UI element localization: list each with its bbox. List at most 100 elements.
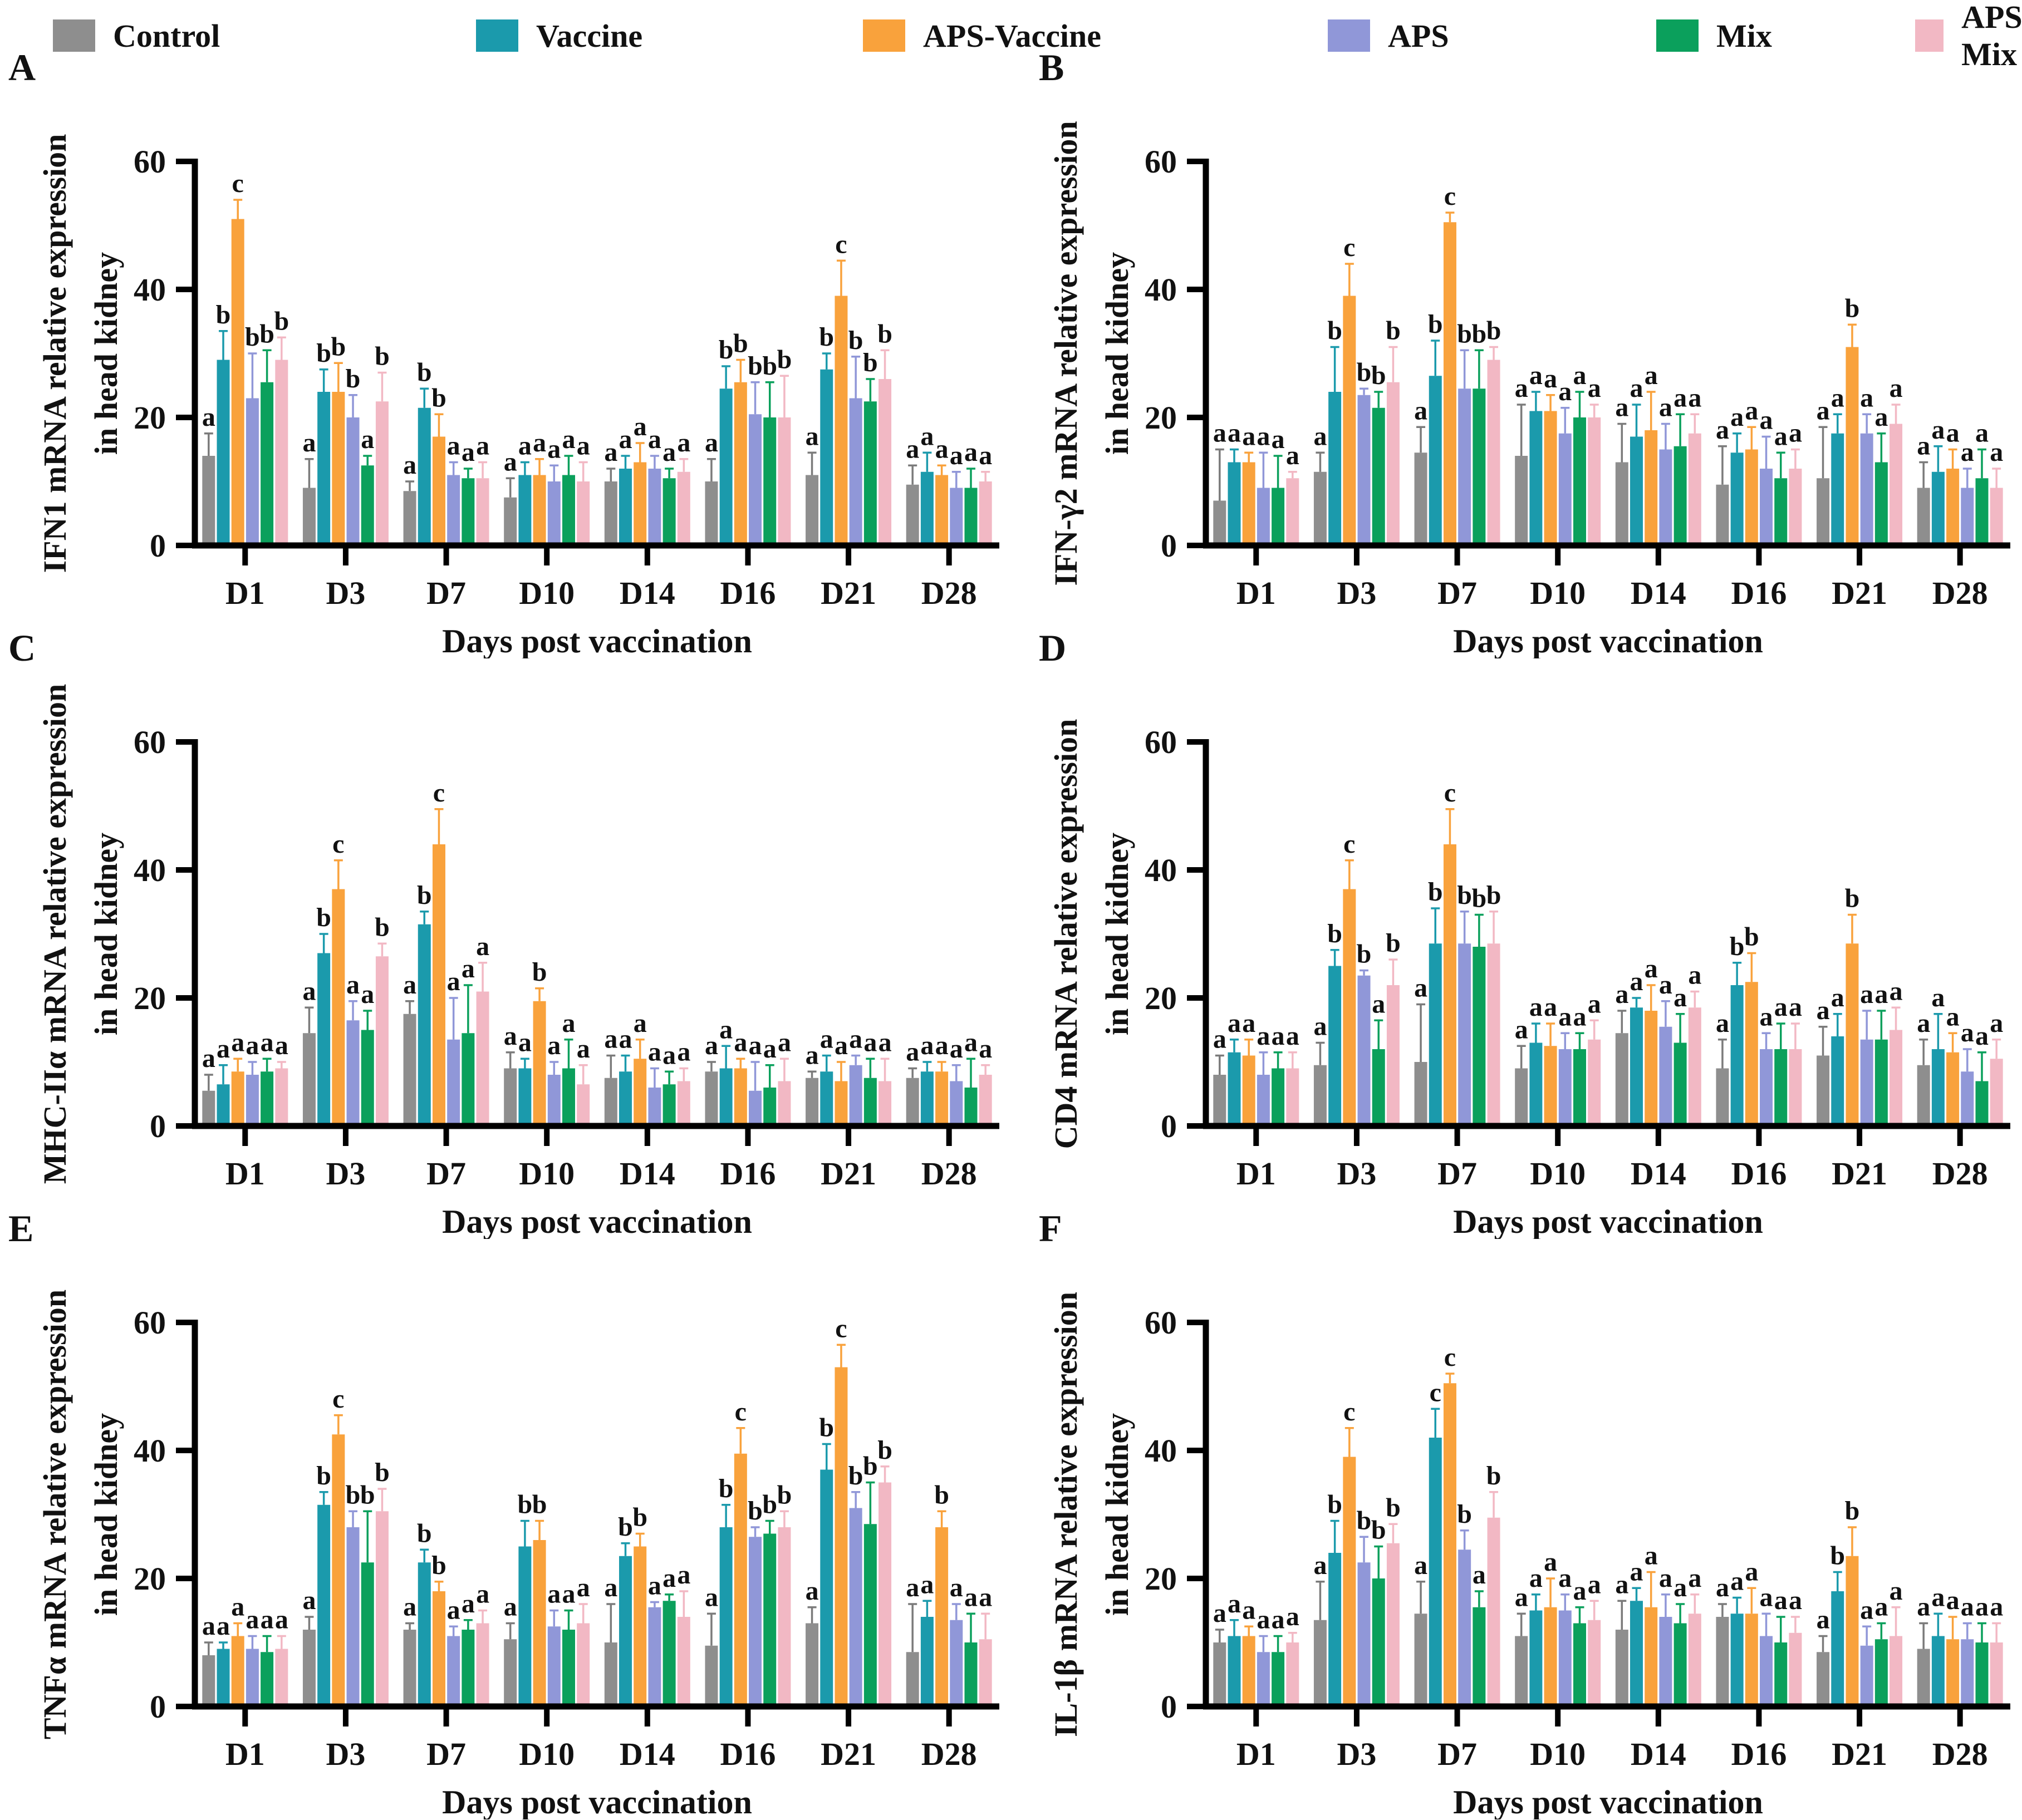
sig-letter: a xyxy=(648,425,661,454)
sig-letter: b xyxy=(360,1480,375,1509)
sig-letter: b xyxy=(719,335,734,365)
x-tick-label: D3 xyxy=(1337,575,1376,611)
sig-letter: a xyxy=(1630,1557,1643,1586)
legend-item-aps: APS xyxy=(1328,13,1449,58)
bar xyxy=(1975,1642,1989,1706)
bar xyxy=(1272,488,1285,545)
sig-letter: b xyxy=(216,300,231,329)
y-axis-title-line2: in head kidney xyxy=(1099,833,1135,1035)
sig-letter: a xyxy=(1257,1021,1270,1051)
bar xyxy=(879,1081,892,1126)
legend-swatch-control xyxy=(53,19,95,52)
sig-letter: a xyxy=(1990,1009,2003,1038)
bar xyxy=(577,1084,590,1126)
sig-letter: b xyxy=(1386,928,1401,958)
sig-letter: a xyxy=(1874,980,1888,1009)
bar xyxy=(1515,1636,1528,1706)
legend-label: APS-Mix xyxy=(1961,0,2022,72)
bar xyxy=(1487,943,1500,1126)
bar xyxy=(217,360,230,545)
panel-letter-A: A xyxy=(8,46,36,88)
bar xyxy=(1860,433,1873,545)
sig-letter: a xyxy=(705,428,718,458)
bar xyxy=(1286,1068,1299,1126)
bar xyxy=(1990,1642,2003,1706)
bar xyxy=(533,475,546,545)
bar xyxy=(705,481,718,545)
sig-letter: a xyxy=(1645,361,1658,390)
sig-letter: a xyxy=(1529,992,1543,1022)
sig-letter: a xyxy=(275,1605,288,1635)
sig-letter: a xyxy=(1745,396,1758,425)
legend-swatch-aps xyxy=(1328,19,1370,52)
x-tick-label: D7 xyxy=(426,575,466,611)
bar xyxy=(403,1014,416,1126)
bar xyxy=(778,417,791,545)
bar xyxy=(1846,347,1859,545)
sig-letter: b xyxy=(532,957,547,987)
sig-letter: a xyxy=(1659,970,1672,1000)
bar xyxy=(1890,1030,1903,1126)
y-tick-label: 40 xyxy=(134,852,166,888)
bar xyxy=(1228,1636,1241,1706)
sig-letter: a xyxy=(1645,1541,1658,1571)
sig-letter: b xyxy=(1457,881,1472,910)
sig-letter: a xyxy=(619,425,632,454)
bar xyxy=(979,1075,992,1126)
sig-letter: a xyxy=(1890,373,1903,403)
bar xyxy=(1716,1617,1729,1706)
sig-letter: c xyxy=(835,229,847,259)
bar xyxy=(275,1649,288,1706)
bar xyxy=(1730,1614,1744,1706)
y-axis-title-line2: in head kidney xyxy=(88,1413,124,1616)
bar xyxy=(462,1033,475,1126)
bar xyxy=(403,491,416,545)
bar xyxy=(1529,1042,1543,1126)
sig-letter: a xyxy=(1890,976,1903,1006)
bar xyxy=(1730,452,1744,545)
sig-letter: a xyxy=(820,1025,833,1054)
sig-letter: a xyxy=(1515,373,1528,403)
x-tick-label: D3 xyxy=(1337,1736,1376,1772)
sig-letter: a xyxy=(1874,1592,1888,1622)
sig-letter: a xyxy=(749,1031,762,1060)
sig-letter: a xyxy=(1473,1560,1486,1590)
bar xyxy=(1473,947,1486,1126)
sig-letter: a xyxy=(1529,1563,1543,1593)
x-axis-title: Days post vaccination xyxy=(1453,623,1763,658)
sig-letter: b xyxy=(1386,316,1401,346)
sig-letter: a xyxy=(979,441,992,470)
bar xyxy=(1257,1652,1270,1706)
sig-letter: a xyxy=(677,428,690,458)
bar xyxy=(1716,1068,1729,1126)
bar xyxy=(1931,1636,1945,1706)
bar xyxy=(1789,469,1802,545)
sig-letter: a xyxy=(518,1027,532,1057)
bar xyxy=(1645,1607,1658,1706)
x-tick-label: D14 xyxy=(1631,1155,1686,1192)
y-tick-label: 40 xyxy=(134,272,166,308)
bar xyxy=(935,1071,949,1126)
bar xyxy=(863,1078,877,1126)
x-tick-label: D1 xyxy=(225,1155,265,1192)
bar xyxy=(1716,484,1729,545)
sig-letter: a xyxy=(476,431,489,461)
sig-letter: a xyxy=(1213,1598,1226,1628)
sig-letter: a xyxy=(920,421,934,451)
bar xyxy=(1588,1620,1601,1706)
sig-letter: b xyxy=(877,1435,892,1465)
sig-letter: a xyxy=(1917,1592,1930,1622)
x-tick-label: D14 xyxy=(620,1155,675,1192)
bar xyxy=(1961,1639,1974,1706)
y-axis-title-line1: IFN-γ2 mRNA relative expression xyxy=(1048,121,1084,586)
bar xyxy=(806,1623,819,1706)
bar xyxy=(1630,1601,1643,1706)
bar xyxy=(863,401,877,545)
sig-letter: b xyxy=(777,1480,792,1509)
bar xyxy=(920,1617,934,1706)
sig-letter: a xyxy=(935,1031,949,1060)
sig-letter: a xyxy=(302,428,316,458)
sig-letter: a xyxy=(662,1563,676,1593)
bar xyxy=(1688,1614,1701,1706)
x-tick-label: D21 xyxy=(821,1155,876,1192)
